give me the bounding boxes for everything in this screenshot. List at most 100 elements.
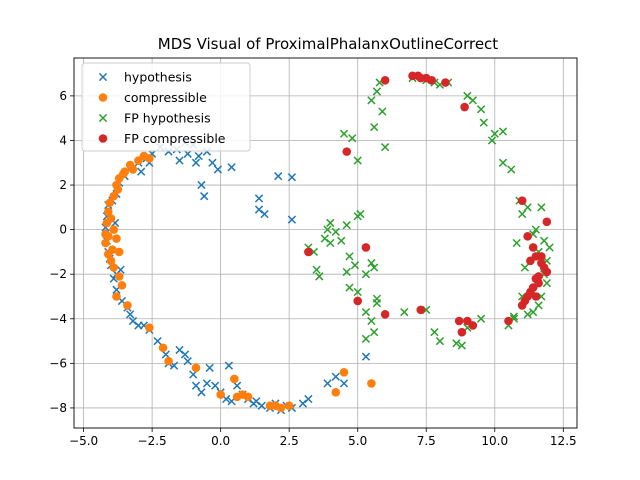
data-point <box>211 381 220 390</box>
data-point <box>128 165 138 174</box>
data-point <box>534 301 543 310</box>
legend-marker <box>98 113 108 123</box>
data-point <box>498 158 508 167</box>
data-point <box>345 283 354 292</box>
data-point <box>342 147 352 156</box>
data-point <box>523 232 532 241</box>
data-point <box>200 192 209 201</box>
data-point <box>356 209 365 219</box>
data-point <box>353 156 362 165</box>
x-tick-label: 10.0 <box>481 434 508 448</box>
data-point <box>400 307 409 317</box>
data-point <box>337 236 346 245</box>
data-point <box>531 225 541 234</box>
series-fp-hypothesis <box>304 73 554 350</box>
data-point <box>224 361 234 370</box>
data-point <box>116 265 125 274</box>
data-point <box>498 127 508 136</box>
series-compressible <box>101 151 376 413</box>
data-point <box>153 336 162 346</box>
data-point <box>194 151 203 161</box>
y-tick-label: 2 <box>59 178 67 192</box>
legend-item: compressible <box>98 90 207 105</box>
x-tick-label: 5.0 <box>348 434 367 448</box>
data-point <box>331 227 340 236</box>
data-point <box>504 316 513 326</box>
data-point <box>197 180 206 190</box>
data-point <box>304 394 313 404</box>
data-point <box>520 263 530 272</box>
x-tick-label: 12.5 <box>550 434 577 448</box>
data-point <box>109 225 119 234</box>
data-point <box>370 328 379 337</box>
x-tick-label: −2.5 <box>138 434 167 448</box>
data-point <box>452 339 461 348</box>
data-point <box>545 243 554 252</box>
data-point <box>476 314 486 323</box>
data-point <box>380 75 390 85</box>
data-point <box>114 247 124 257</box>
data-point <box>227 163 236 172</box>
legend-item: FP hypothesis <box>98 111 211 126</box>
data-point <box>529 307 538 317</box>
data-point <box>183 357 192 366</box>
y-tick-label: −6 <box>49 356 67 370</box>
legend-box <box>81 62 251 152</box>
legend: hypothesis compressible FP hypothesis FP co… <box>81 62 251 152</box>
legend-marker <box>98 93 108 102</box>
data-point <box>430 328 439 337</box>
data-point <box>312 265 321 274</box>
data-point <box>507 165 516 174</box>
data-point <box>380 143 390 152</box>
data-point <box>105 198 114 208</box>
data-point <box>537 203 546 212</box>
data-point <box>260 209 269 219</box>
y-tick-label: −4 <box>49 312 67 326</box>
data-point <box>112 234 121 243</box>
data-point <box>367 258 376 268</box>
legend-label: hypothesis <box>124 70 192 85</box>
data-point <box>243 392 253 402</box>
data-point <box>287 173 297 182</box>
data-point <box>517 196 527 205</box>
data-point <box>339 379 349 388</box>
data-point <box>254 194 264 203</box>
x-tick-label: −5.0 <box>69 434 98 448</box>
data-point <box>526 256 535 266</box>
data-point <box>101 238 110 248</box>
data-point <box>468 321 478 330</box>
data-point <box>123 301 132 310</box>
plot-frame <box>73 57 578 429</box>
data-point <box>323 379 332 388</box>
legend-item: FP compressible <box>98 131 226 146</box>
data-point <box>106 214 116 223</box>
data-point <box>191 158 201 167</box>
data-point <box>191 381 201 390</box>
data-point <box>119 169 128 179</box>
data-point <box>257 401 266 410</box>
data-point <box>276 403 286 413</box>
data-point <box>164 356 173 366</box>
axis-ticks: −5.0 −2.5 0.0 2.5 5.0 7.5 10.0 12.5 −8 −6 −4 −2 0 2 4 6 <box>49 89 576 448</box>
data-point <box>331 372 340 381</box>
data-point <box>202 379 212 388</box>
data-point <box>427 75 437 85</box>
data-point <box>108 245 117 254</box>
data-point <box>518 209 527 219</box>
data-point <box>126 310 135 319</box>
data-point <box>175 156 184 165</box>
data-point <box>350 261 360 270</box>
data-point <box>542 278 551 288</box>
y-tick-label: 6 <box>59 89 67 103</box>
legend-item: hypothesis <box>98 70 192 85</box>
data-point <box>287 215 297 224</box>
data-point <box>189 370 198 379</box>
data-point <box>487 136 497 145</box>
y-tick-label: −2 <box>49 267 67 281</box>
y-tick-label: −8 <box>49 401 67 415</box>
data-point <box>326 218 335 228</box>
data-point <box>361 334 371 343</box>
data-point <box>531 292 541 301</box>
data-point <box>113 185 123 194</box>
data-point <box>197 388 206 397</box>
